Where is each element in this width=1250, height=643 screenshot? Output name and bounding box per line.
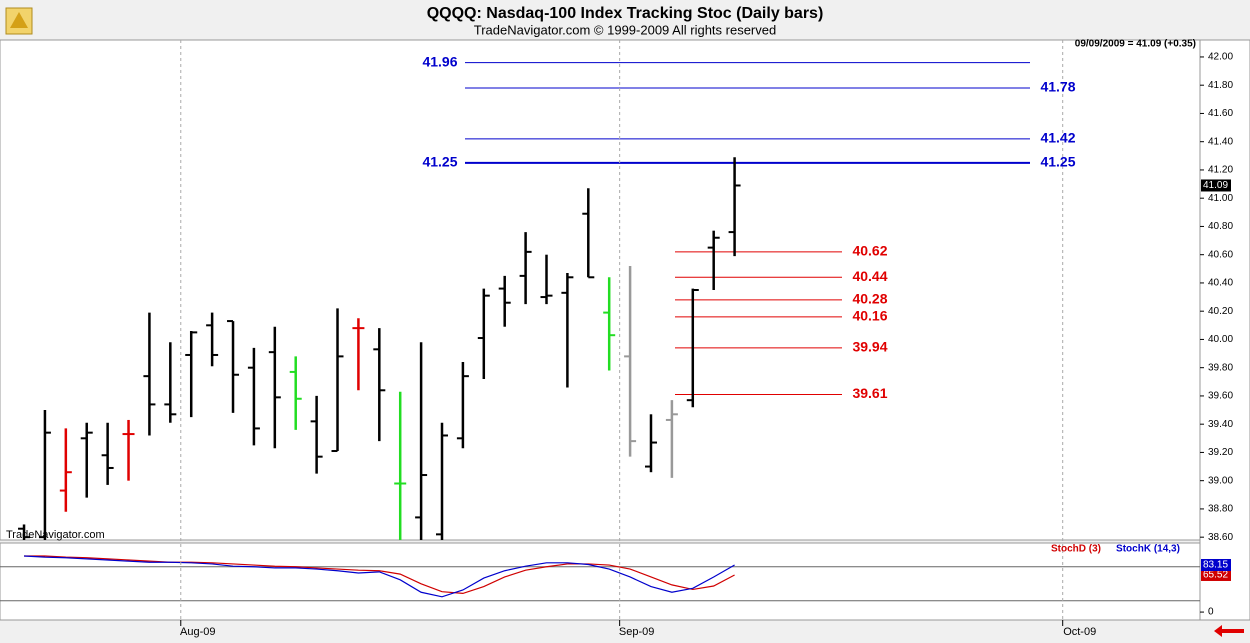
last-value-label: 83.15 [1203,560,1228,571]
logo [5,7,33,35]
stoch-line [24,555,735,598]
y-tick-label: 41.60 [1208,108,1233,119]
last-price-box [1201,179,1231,192]
y-tick-label: 41.40 [1208,136,1233,147]
y-tick-label: 40.60 [1208,249,1233,260]
last-price-label: 41.09 [1203,180,1228,191]
watermark: TradeNavigator.com [6,529,105,541]
x-tick-label: Aug-09 [180,626,215,638]
chart-subtitle: TradeNavigator.com © 1999-2009 All right… [474,22,776,37]
last-value-label: 65.52 [1203,570,1228,581]
x-tick-label: Oct-09 [1063,626,1096,638]
scroll-arrow[interactable] [1214,625,1244,637]
level-label: 40.28 [852,291,887,307]
chart-title: QQQQ: Nasdaq-100 Index Tracking Stoc (Da… [427,5,824,22]
y-tick-label: 39.40 [1208,419,1233,430]
level-label: 39.61 [852,385,887,401]
level-label: 40.44 [852,268,887,284]
last-value-box [1201,568,1231,581]
y-tick-label: 39.00 [1208,475,1233,486]
y-tick-label: 40.40 [1208,278,1233,289]
y-tick-label: 38.80 [1208,504,1233,515]
overlay: Aug-09 Sep-09 Oct-09 38.60 38.80 39.00 39.20 39… [180,40,1233,638]
level-label: 41.42 [1040,130,1075,146]
y-tick-label: 38.60 [1208,532,1233,543]
stoch-panel [0,542,1201,621]
level-label: 41.96 [422,53,457,69]
level-label: 41.25 [1040,154,1075,170]
stoch-plot [0,555,1200,602]
stoch-line [24,555,735,594]
legend-entry: StochK (14,3) [1116,544,1180,555]
level-label: 41.25 [422,154,457,170]
y-tick-label: 39.60 [1208,391,1233,402]
level-label: 40.16 [852,308,887,324]
last-value-box [1201,558,1231,571]
price-axis [1199,39,1250,621]
price-panel [0,39,1201,541]
y-tick-label: 41.80 [1208,80,1233,91]
level-label: 41.78 [1040,79,1075,95]
y-tick-label: 40.00 [1208,334,1233,345]
y-tick-label: 39.80 [1208,362,1233,373]
y-tick-label: 40.20 [1208,306,1233,317]
level-label: 39.94 [852,339,887,355]
y-tick-label: 40.80 [1208,221,1233,232]
legend-entry: StochD (3) [1051,544,1101,555]
level-label: 40.62 [852,243,887,259]
y-tick-label: 41.20 [1208,165,1233,176]
status: 09/09/2009 = 41.09 (+0.35) [1075,39,1196,50]
y-tick-label: 0 [1208,607,1214,618]
y-tick-label: 42.00 [1208,52,1233,63]
price-plot [18,62,1030,540]
x-tick-label: Sep-09 [619,626,654,638]
y-tick-label: 41.00 [1208,193,1233,204]
y-tick-label: 39.20 [1208,447,1233,458]
